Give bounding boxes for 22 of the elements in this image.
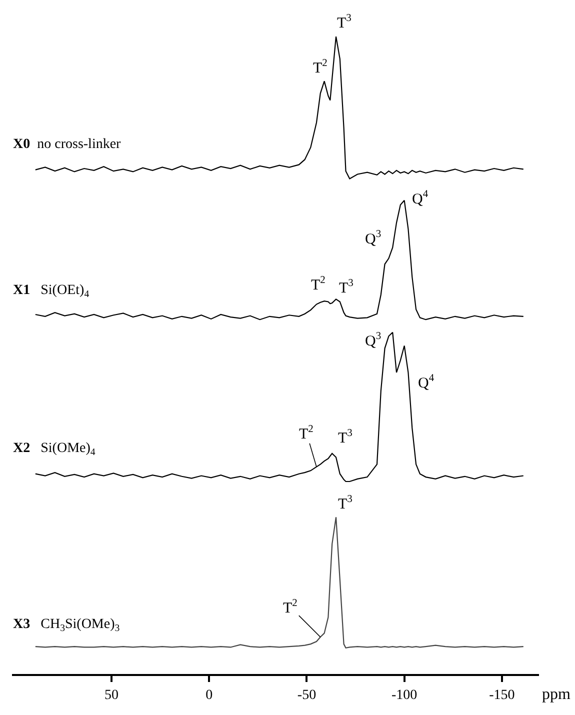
x-tick-label: -100 xyxy=(391,688,418,703)
series-label: X0 no cross-linker xyxy=(13,137,122,152)
annotation: T$^{2}$ xyxy=(313,58,328,76)
series-label: X1 Si(OEt)$_{4}$ xyxy=(13,283,90,300)
annotation: T$^{2}$ xyxy=(299,424,314,442)
x-tick-label: -150 xyxy=(489,688,515,703)
annotation: Q$^{4}$ xyxy=(412,189,429,208)
x-axis-title: ppm xyxy=(542,686,571,703)
annotation: T$^{3}$ xyxy=(339,278,354,296)
annotation: T$^{2}$ xyxy=(283,598,298,616)
annotation: T$^{3}$ xyxy=(338,428,352,446)
series-label: X3 CH$_{3}$Si(OMe)$_{3}$ xyxy=(13,617,120,634)
annotation: T$^{3}$ xyxy=(338,494,352,512)
series-label: X2 Si(OMe)$_{4}$ xyxy=(13,441,96,458)
x-tick-label: 50 xyxy=(104,688,119,703)
x-tick-label: -50 xyxy=(297,688,316,703)
annotation: Q$^{3}$ xyxy=(365,229,382,248)
annotation: T$^{3}$ xyxy=(337,13,352,32)
annotation: Q$^{3}$ xyxy=(365,331,382,350)
annotation: T$^{2}$ xyxy=(311,275,326,294)
x-tick-label: 0 xyxy=(206,688,213,703)
annotation: Q$^{4}$ xyxy=(418,373,435,392)
